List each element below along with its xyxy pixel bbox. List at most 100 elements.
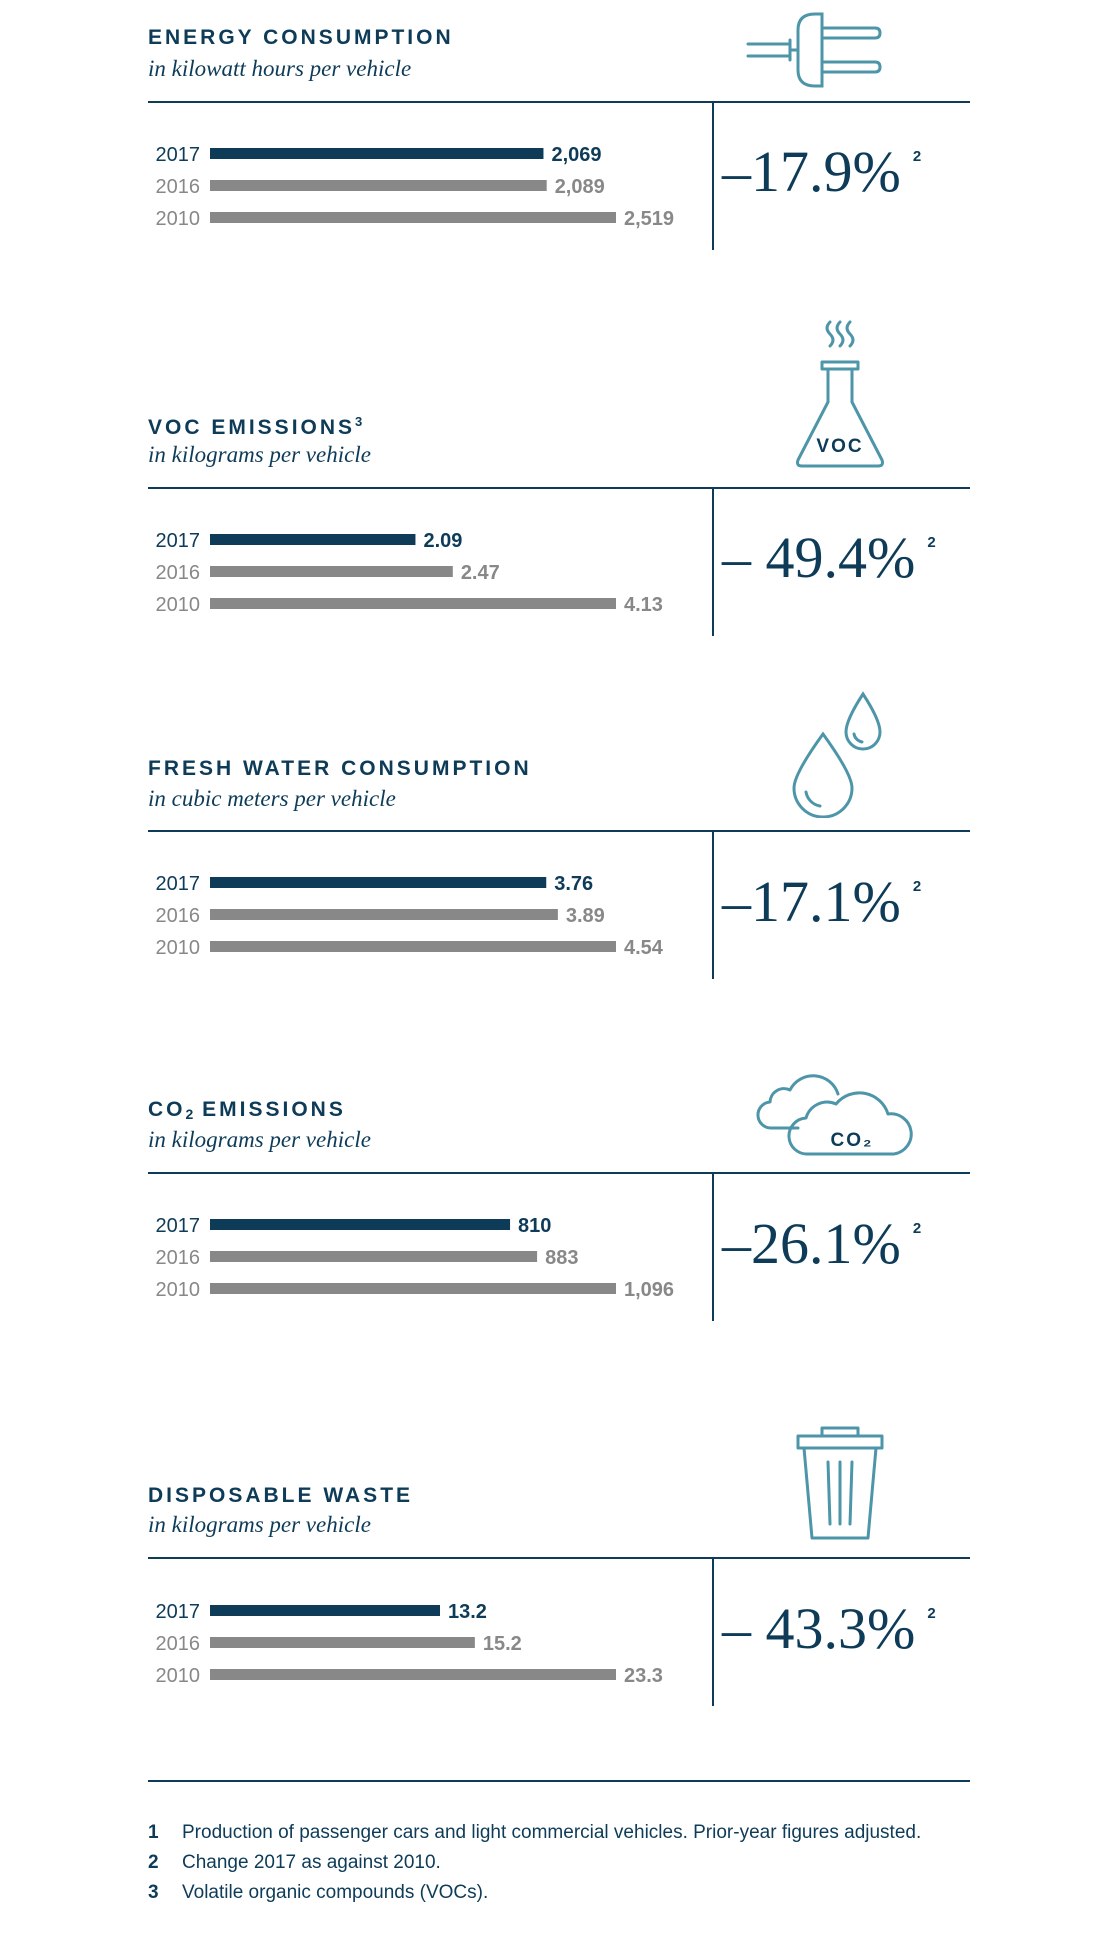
value-label: 2,069 [551, 144, 601, 166]
year-label: 2017 [156, 1601, 201, 1623]
year-label: 2016 [156, 562, 201, 584]
bar-2017 [210, 148, 544, 159]
value-label: 883 [545, 1247, 578, 1269]
voc-bar-chart: 2017 2.09 2016 2.47 2010 4.13 [156, 530, 663, 616]
footnote-ref: 2 [912, 1220, 922, 1237]
change-value: – 43.3% [722, 1596, 916, 1661]
panel-subtitle: in kilograms per vehicle [148, 1127, 371, 1152]
panel-subtitle: in kilograms per vehicle [148, 442, 371, 467]
change-percentage: –26.1% 2 [722, 1210, 921, 1277]
change-percentage: –17.1% 2 [722, 868, 921, 935]
panel-title: CO2 EMISSIONS [148, 1098, 346, 1122]
waste-panel: DISPOSABLE WASTE in kilograms per vehicl… [148, 1426, 970, 1706]
value-label: 810 [518, 1215, 551, 1237]
footnote: 2 Change 2017 as against 2010. [148, 1852, 978, 1882]
bar-2010 [210, 941, 616, 952]
year-label: 2010 [156, 208, 201, 230]
value-label: 2,519 [624, 208, 674, 230]
footnote-ref: 2 [912, 148, 922, 165]
year-label: 2016 [156, 905, 201, 927]
year-label: 2010 [156, 1665, 201, 1687]
footnote-number: 2 [148, 1852, 159, 1873]
bar-2010 [210, 598, 616, 609]
panel-title: VOC EMISSIONS3 [148, 414, 363, 439]
year-label: 2010 [156, 594, 201, 616]
year-label: 2016 [156, 1247, 201, 1269]
bar-2017 [210, 877, 547, 888]
divider [148, 1557, 970, 1559]
year-label: 2017 [156, 873, 201, 895]
panel-subtitle: in kilograms per vehicle [148, 1512, 371, 1537]
bar-2016 [210, 1637, 475, 1648]
energy-bar-chart: 2017 2,069 2016 2,089 2010 2,519 [156, 144, 675, 230]
waste-bar-chart: 2017 13.2 2016 15.2 2010 23.3 [156, 1601, 663, 1687]
value-label: 13.2 [448, 1601, 487, 1623]
value-label: 3.76 [554, 873, 593, 895]
flask-label: VOC [816, 436, 863, 457]
value-label: 4.54 [624, 937, 664, 959]
panel-title: FRESH WATER CONSUMPTION [148, 757, 532, 780]
change-value: –17.1% [722, 869, 901, 934]
cloud-icon: CO₂ [756, 1074, 913, 1156]
divider [712, 1558, 714, 1706]
cloud-label: CO₂ [831, 1130, 874, 1151]
footnote-ref: 2 [912, 878, 922, 895]
divider [148, 487, 970, 489]
divider [712, 488, 714, 636]
trash-can-icon [796, 1426, 884, 1540]
footnote-ref: 2 [927, 1605, 936, 1622]
footnote-text: Change 2017 as against 2010. [182, 1852, 441, 1873]
divider [148, 101, 970, 103]
value-label: 2.09 [423, 530, 462, 552]
change-percentage: –17.9% 2 [722, 138, 921, 205]
change-percentage: – 49.4% 2 [722, 524, 936, 591]
footnote-ref: 3 [355, 414, 363, 429]
value-label: 23.3 [624, 1665, 663, 1687]
divider [148, 1172, 970, 1174]
bar-2016 [210, 566, 453, 577]
bar-2010 [210, 212, 616, 223]
year-label: 2010 [156, 937, 201, 959]
footnote-ref: 2 [927, 534, 936, 551]
value-label: 3.89 [566, 905, 605, 927]
panel-title: ENERGY CONSUMPTION [148, 26, 454, 49]
bar-2010 [210, 1283, 616, 1294]
bar-2017 [210, 534, 416, 545]
bar-2016 [210, 1251, 538, 1262]
change-value: – 49.4% [722, 525, 916, 590]
value-label: 15.2 [483, 1633, 522, 1655]
value-label: 1,096 [624, 1279, 674, 1301]
year-label: 2017 [156, 530, 201, 552]
panel-subtitle: in cubic meters per vehicle [148, 786, 396, 811]
footnotes-divider [148, 1780, 970, 1782]
water-bar-chart: 2017 3.76 2016 3.89 2010 4.54 [156, 873, 664, 959]
footnote-number: 1 [148, 1822, 159, 1843]
year-label: 2017 [156, 1215, 201, 1237]
voc-panel: VOC EMISSIONS3 in kilograms per vehicle … [0, 0, 1120, 660]
change-value: –26.1% [722, 1211, 901, 1276]
year-label: 2016 [156, 176, 201, 198]
footnotes: 1 Production of passenger cars and light… [148, 1822, 978, 1912]
footnote: 1 Production of passenger cars and light… [148, 1822, 978, 1852]
value-label: 4.13 [624, 594, 663, 616]
value-label: 2,089 [555, 176, 605, 198]
divider [712, 1173, 714, 1321]
panel-subtitle: in kilowatt hours per vehicle [148, 56, 412, 81]
divider [712, 102, 714, 250]
year-label: 2016 [156, 1633, 201, 1655]
co2-bar-chart: 2017 810 2016 883 2010 1,096 [156, 1215, 675, 1301]
year-label: 2010 [156, 1279, 201, 1301]
water-drops-icon [792, 691, 882, 818]
plug-icon [746, 12, 882, 88]
bar-2017 [210, 1219, 511, 1230]
footnote: 3 Volatile organic compounds (VOCs). [148, 1882, 978, 1912]
water-panel: FRESH WATER CONSUMPTION in cubic meters … [148, 691, 970, 979]
bar-2016 [210, 909, 558, 920]
energy-panel: ENERGY CONSUMPTION in kilowatt hours per… [0, 0, 1120, 260]
divider [148, 830, 970, 832]
footnote-text: Production of passenger cars and light c… [182, 1822, 922, 1843]
bar-2017 [210, 1605, 441, 1616]
change-value: –17.9% [722, 139, 901, 204]
year-label: 2017 [156, 144, 201, 166]
footnote-number: 3 [148, 1882, 159, 1903]
